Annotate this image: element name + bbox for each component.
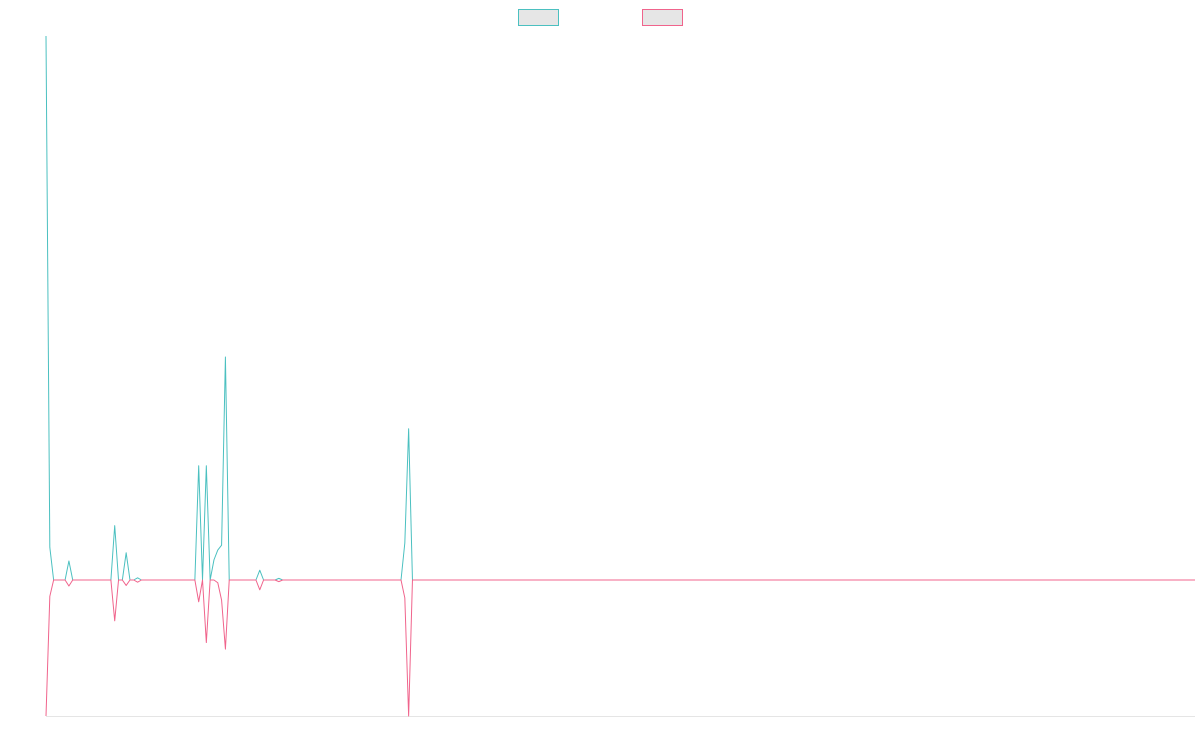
- data-line: [45, 35, 1195, 581]
- legend-swatch: [518, 9, 559, 26]
- data-line: [45, 579, 1195, 717]
- legend-swatch: [642, 9, 683, 26]
